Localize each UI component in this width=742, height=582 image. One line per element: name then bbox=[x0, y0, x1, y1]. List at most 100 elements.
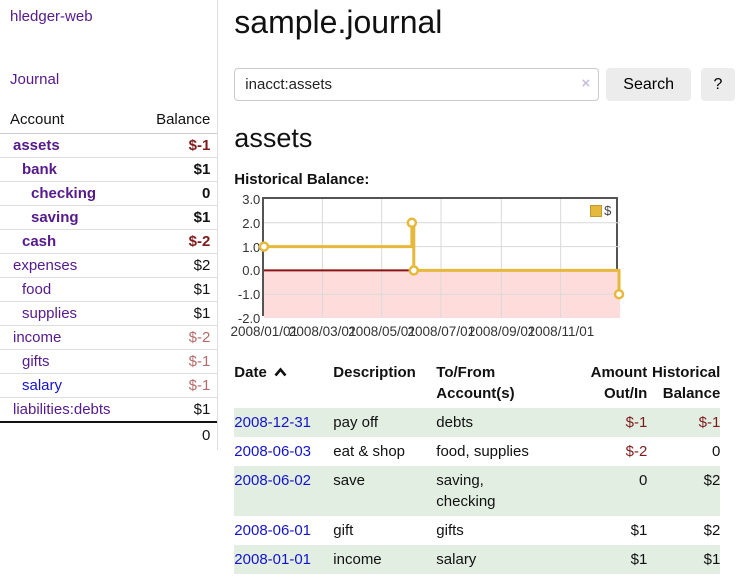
accounts-total: 0 bbox=[201, 427, 211, 444]
account-balance: 0 bbox=[201, 185, 211, 202]
sidebar-item-journal[interactable]: Journal bbox=[10, 71, 60, 88]
column-header-description[interactable]: Description bbox=[333, 364, 416, 381]
account-link[interactable]: saving bbox=[31, 209, 79, 226]
transaction-date-link[interactable]: 2008-06-03 bbox=[234, 443, 312, 460]
main-content: sample.journal × Search ? assets Histori… bbox=[218, 0, 742, 574]
register-row: 2008-12-31 pay off debts $-1 $-1 bbox=[234, 408, 721, 437]
account-row-checking: checking 0 bbox=[0, 182, 218, 206]
account-link[interactable]: supplies bbox=[22, 305, 78, 322]
account-balance: $1 bbox=[193, 401, 211, 418]
transaction-amount: $1 bbox=[630, 522, 648, 539]
transaction-balance: $-1 bbox=[698, 414, 721, 431]
chart-y-axis-labels: 3.0 2.0 1.0 0.0 -1.0 -2.0 bbox=[234, 192, 261, 326]
column-header-date[interactable]: Date bbox=[234, 360, 333, 408]
accounts-total-row: 0 bbox=[0, 423, 217, 448]
column-header-amount[interactable]: Amount Out/In bbox=[590, 364, 648, 402]
brand-link[interactable]: hledger-web bbox=[10, 8, 93, 25]
sidebar: hledger-web Journal Account Balance asse… bbox=[0, 0, 219, 450]
account-row-expenses: expenses $2 bbox=[0, 254, 218, 278]
account-row-saving: saving $1 bbox=[0, 206, 218, 230]
account-row-cash: cash $-2 bbox=[0, 230, 218, 254]
y-axis-tick-label: 0.0 bbox=[242, 263, 261, 279]
historical-balance-chart: 3.0 2.0 1.0 0.0 -1.0 -2.0 $ 2008/01/01 2008/03… bbox=[231, 192, 735, 343]
register-row: 2008-06-02 save saving, checking 0 $2 bbox=[234, 466, 721, 516]
search-button[interactable]: Search bbox=[606, 68, 691, 101]
transaction-date-link[interactable]: 2008-06-02 bbox=[234, 472, 312, 489]
y-axis-tick-label: -2.0 bbox=[237, 311, 261, 326]
account-link[interactable]: bank bbox=[22, 161, 58, 178]
transaction-date-link[interactable]: 2008-01-01 bbox=[234, 551, 312, 568]
chart-heading: Historical Balance: bbox=[234, 171, 370, 188]
account-balance: $-2 bbox=[188, 329, 211, 346]
chart-legend: $ bbox=[590, 203, 611, 218]
search-input[interactable] bbox=[234, 68, 600, 101]
transaction-date-link[interactable]: 2008-12-31 bbox=[234, 414, 312, 431]
transaction-accounts: debts bbox=[436, 414, 473, 431]
register-row: 2008-06-01 gift gifts $1 $2 bbox=[234, 516, 720, 545]
account-link[interactable]: income bbox=[13, 329, 62, 346]
account-balance: $-1 bbox=[188, 137, 211, 154]
column-header-balance[interactable]: Historical Balance bbox=[651, 364, 721, 402]
account-balance: $1 bbox=[193, 209, 211, 226]
help-button[interactable]: ? bbox=[701, 68, 735, 101]
transaction-description: save bbox=[333, 472, 365, 489]
search-bar: × Search ? bbox=[234, 68, 735, 101]
page-title: sample.journal bbox=[234, 4, 443, 40]
balance-column-header: Balance bbox=[156, 111, 211, 128]
account-link[interactable]: assets bbox=[13, 137, 60, 154]
transaction-description: gift bbox=[333, 522, 354, 539]
account-tree: Account Balance assets $-1 bank $1 check… bbox=[0, 108, 218, 448]
x-axis-tick-label: 2008/07/01 bbox=[407, 324, 476, 339]
y-axis-tick-label: 1.0 bbox=[242, 239, 261, 255]
transaction-accounts: gifts bbox=[436, 522, 464, 539]
account-link[interactable]: cash bbox=[22, 233, 57, 250]
account-row-supplies: supplies $1 bbox=[0, 302, 218, 326]
account-balance: $-1 bbox=[188, 377, 211, 394]
legend-swatch-icon bbox=[590, 204, 603, 217]
account-row-liabilities-debts: liabilities:debts $1 bbox=[0, 398, 218, 423]
transaction-amount: 0 bbox=[638, 472, 648, 489]
register-header-row: Date Description To/From Account(s) Amou… bbox=[234, 360, 720, 408]
x-axis-tick-label: 2008/01/01 bbox=[230, 324, 299, 339]
x-axis-tick-label: 2008/03/01 bbox=[288, 324, 357, 339]
account-row-income: income $-2 bbox=[0, 326, 218, 350]
transaction-description: pay off bbox=[333, 414, 379, 431]
account-link[interactable]: gifts bbox=[22, 353, 50, 370]
y-axis-tick-label: 3.0 bbox=[242, 192, 261, 207]
account-balance: $1 bbox=[193, 281, 211, 298]
transaction-date-link[interactable]: 2008-06-01 bbox=[234, 522, 312, 539]
account-row-food: food $1 bbox=[0, 278, 218, 302]
sort-ascending-icon bbox=[273, 364, 288, 381]
x-axis-tick-label: 2008/05/01 bbox=[348, 324, 416, 339]
chart-plot-area: $ bbox=[259, 197, 625, 318]
transaction-balance: $1 bbox=[703, 551, 721, 568]
account-link[interactable]: food bbox=[22, 281, 52, 298]
x-axis-tick-label: 2008/11/01 bbox=[527, 324, 595, 339]
account-link[interactable]: salary bbox=[22, 377, 63, 394]
register-table: Date Description To/From Account(s) Amou… bbox=[234, 360, 721, 574]
account-balance: $-2 bbox=[188, 233, 211, 250]
transaction-accounts: saving, checking bbox=[436, 472, 496, 510]
account-column-header: Account bbox=[10, 111, 65, 128]
transaction-accounts: food, supplies bbox=[436, 443, 529, 460]
account-row-bank: bank $1 bbox=[0, 158, 218, 182]
transaction-amount: $-1 bbox=[625, 414, 648, 431]
transaction-amount: $1 bbox=[630, 551, 648, 568]
register-row: 2008-06-03 eat & shop food, supplies $-2… bbox=[234, 437, 720, 466]
account-link[interactable]: checking bbox=[31, 185, 97, 202]
account-link[interactable]: expenses bbox=[13, 257, 78, 274]
chart-canvas bbox=[259, 199, 625, 318]
transaction-balance: $2 bbox=[703, 472, 721, 489]
account-tree-header: Account Balance bbox=[0, 108, 218, 134]
column-header-accounts[interactable]: To/From Account(s) bbox=[436, 364, 515, 402]
account-link[interactable]: liabilities:debts bbox=[13, 401, 111, 418]
clear-search-icon[interactable]: × bbox=[581, 75, 591, 92]
transaction-description: eat & shop bbox=[333, 443, 406, 460]
account-row-assets: assets $-1 bbox=[0, 134, 218, 158]
account-balance: $2 bbox=[193, 257, 211, 274]
y-axis-tick-label: 2.0 bbox=[242, 215, 261, 231]
transaction-balance: 0 bbox=[711, 443, 721, 460]
account-row-salary: salary $-1 bbox=[0, 374, 218, 398]
account-row-gifts: gifts $-1 bbox=[0, 350, 218, 374]
